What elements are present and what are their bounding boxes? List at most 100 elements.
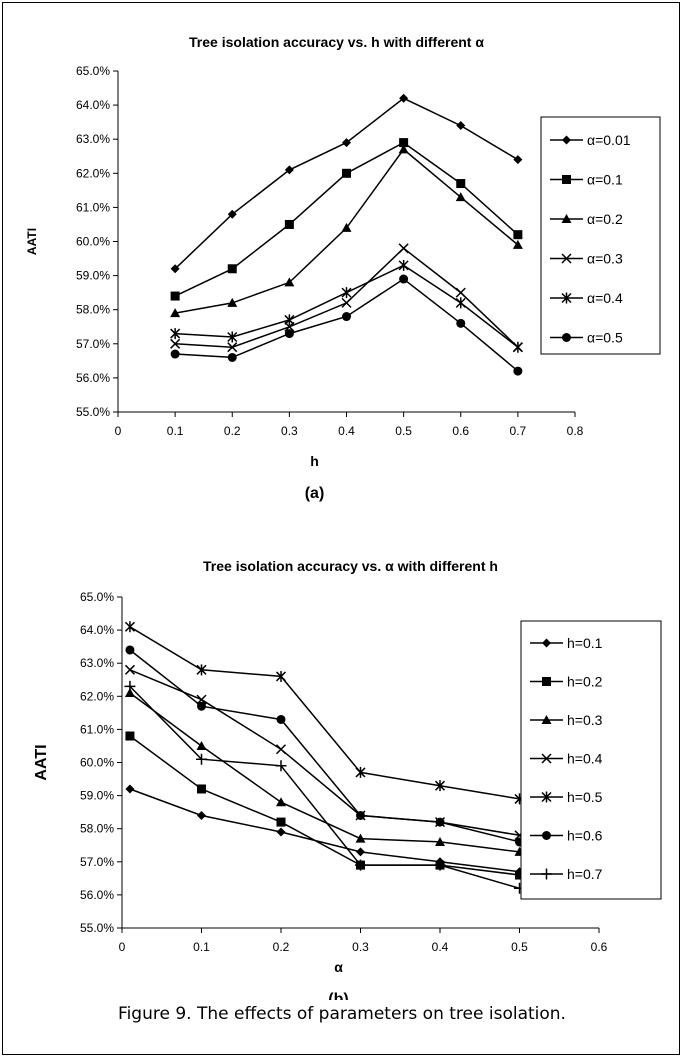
legend: α=0.01 α=0.1 α=0.2 α=0.3 α=0.4 α=0.5: [540, 116, 661, 355]
series-line: [129, 685, 520, 890]
x-tick-label: 0: [115, 424, 122, 438]
x-tick-label: 0.1: [167, 424, 184, 438]
data-point: [456, 318, 466, 328]
legend: h=0.1 h=0.2 h=0.3 h=0.4 h=0.5 h=0.6 h=0.7: [520, 620, 662, 900]
data-point: [513, 155, 523, 165]
data-point: [455, 192, 466, 202]
series-line: [129, 669, 520, 837]
series-4: [170, 243, 523, 353]
data-point: [435, 817, 445, 827]
data-point: [227, 352, 237, 362]
legend-marker: [542, 831, 551, 840]
series-line: [129, 788, 520, 873]
y-tick-label: 57.0%: [80, 855, 114, 869]
series-6: [125, 645, 524, 847]
data-point: [170, 308, 181, 318]
data-point: [342, 168, 351, 178]
x-tick-label: 0.7: [510, 424, 527, 438]
chart-b: Tree isolation accuracy vs. α with diffe…: [33, 558, 662, 1000]
data-point: [284, 219, 294, 229]
series-line: [129, 692, 520, 853]
legend-box: [540, 116, 661, 355]
data-point: [434, 780, 446, 792]
y-tick-label: 60.0%: [76, 235, 110, 249]
y-tick-label: 62.0%: [80, 689, 114, 703]
legend-marker: [542, 677, 551, 686]
data-point: [355, 766, 366, 778]
data-point: [398, 144, 409, 154]
data-point: [125, 731, 135, 741]
data-point: [170, 349, 180, 359]
series-3: [124, 687, 525, 856]
x-tick-label: 0.6: [452, 424, 469, 438]
legend-label: h=0.4: [567, 751, 603, 767]
x-tick-label: 0.1: [193, 940, 210, 954]
series-line: [174, 97, 519, 270]
x-tick-label: 0.6: [591, 940, 608, 954]
data-point: [197, 701, 206, 711]
data-point: [284, 277, 295, 287]
data-point: [170, 264, 180, 274]
data-point: [170, 328, 181, 340]
x-tick-label: 0.4: [432, 940, 449, 954]
series-line: [129, 735, 520, 876]
series-4: [124, 664, 525, 841]
legend-marker: [561, 214, 572, 223]
data-point: [275, 670, 287, 682]
data-point: [227, 342, 238, 353]
data-point: [124, 664, 135, 675]
data-point: [125, 645, 135, 655]
data-point: [197, 784, 206, 794]
data-point: [455, 287, 466, 298]
series-6: [170, 274, 523, 376]
data-point: [512, 341, 523, 353]
data-point: [227, 331, 238, 343]
series-1: [125, 784, 524, 877]
x-tick-label: 0.2: [273, 940, 290, 954]
legend-label: h=0.3: [567, 712, 603, 728]
data-point: [170, 338, 181, 349]
data-point: [124, 680, 136, 692]
figure-charts: Tree isolation accuracy vs. h with diffe…: [25, 34, 662, 1000]
legend-marker: [562, 135, 571, 145]
x-tick-label: 0.5: [395, 424, 412, 438]
data-point: [399, 93, 409, 103]
data-point: [197, 810, 206, 820]
y-tick-label: 65.0%: [80, 590, 114, 604]
y-tick-label: 56.0%: [80, 888, 114, 902]
data-point: [196, 753, 207, 765]
data-point: [512, 239, 523, 249]
legend-label: h=0.1: [567, 635, 603, 651]
x-tick-label: 0.4: [338, 424, 355, 438]
x-tick-label: 0.3: [281, 424, 298, 438]
x-tick-label: 0: [119, 940, 126, 954]
y-tick-label: 58.0%: [76, 303, 110, 317]
data-point: [356, 810, 365, 820]
series-line: [175, 264, 519, 348]
legend-marker: [541, 753, 552, 764]
y-tick-label: 64.0%: [80, 623, 114, 637]
y-tick-label: 65.0%: [76, 64, 110, 78]
data-point: [284, 329, 294, 339]
data-point: [399, 138, 409, 148]
data-point: [434, 859, 446, 871]
y-tick-label: 63.0%: [76, 132, 110, 146]
legend-label: h=0.5: [567, 789, 603, 805]
legend-label: α=0.1: [587, 172, 623, 188]
y-tick-label: 59.0%: [80, 789, 114, 803]
data-point: [342, 312, 351, 322]
data-point: [227, 209, 237, 219]
panel-label: (a): [305, 485, 325, 502]
x-axis-label: h: [310, 453, 319, 469]
data-point: [455, 297, 466, 309]
legend-marker: [541, 715, 552, 724]
y-axis-label: AATI: [33, 744, 50, 780]
data-point: [284, 314, 295, 326]
y-tick-label: 56.0%: [76, 371, 110, 385]
legend-label: h=0.2: [567, 674, 603, 690]
data-point: [275, 760, 287, 772]
data-point: [398, 243, 409, 254]
data-point: [276, 817, 286, 827]
y-axis-label: AATI: [25, 228, 39, 255]
